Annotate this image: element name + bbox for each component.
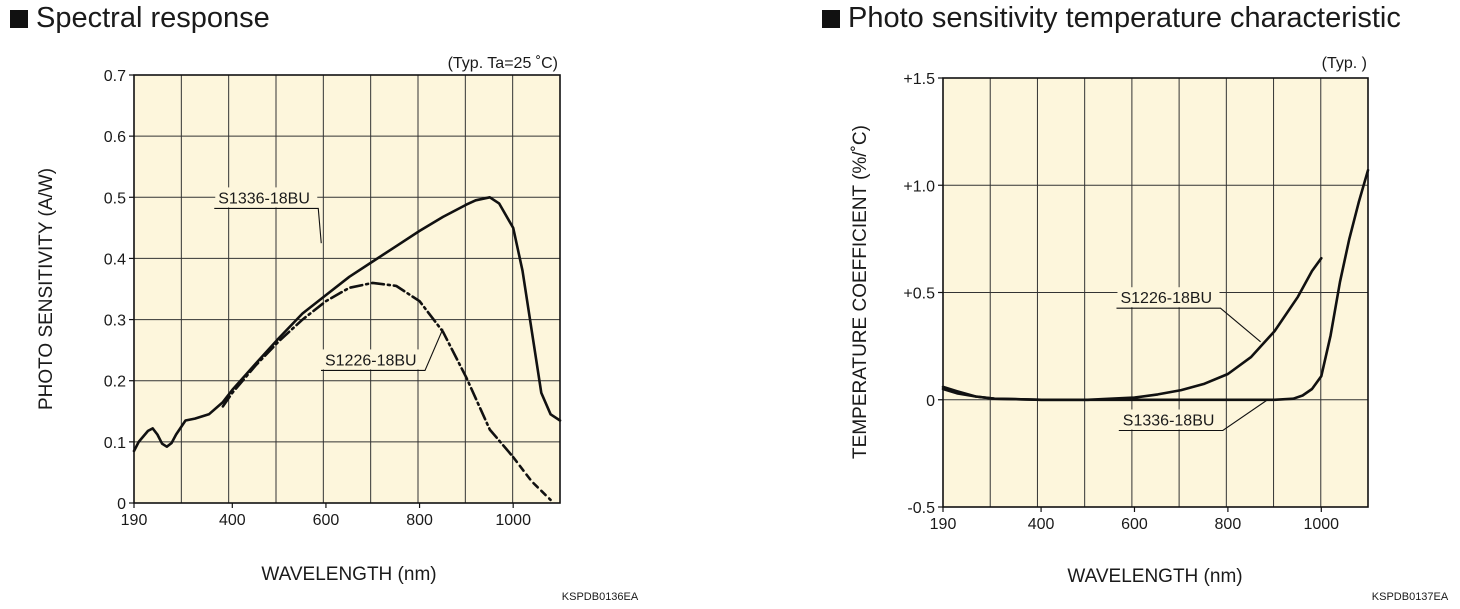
series-leader-line bbox=[1118, 399, 1268, 432]
y-tick-label: 0 bbox=[926, 393, 935, 410]
y-tick-label: -0.5 bbox=[907, 500, 935, 517]
spectral-response-chart: 0 0.1 0.2 0.3 0.4 0.5 0.6 0.7 190 400 600 800 1000 (T… bbox=[36, 55, 639, 603]
series-line bbox=[941, 168, 1370, 402]
y-tick-label: 0.2 bbox=[104, 374, 126, 391]
x-tick-label: 1000 bbox=[495, 512, 531, 529]
series-label-bg bbox=[215, 187, 318, 208]
y-tick-label: 0.5 bbox=[104, 190, 126, 207]
series-label: S1336-18BU bbox=[1123, 412, 1215, 429]
x-axis-label: WAVELENGTH (nm) bbox=[1067, 566, 1242, 587]
y-tick-label: 0 bbox=[117, 496, 126, 513]
series-line bbox=[132, 196, 562, 453]
temperature-characteristic-panel: Photo sensitivity temperature characteri… bbox=[800, 0, 1460, 609]
y-tick-label: 0.1 bbox=[104, 435, 126, 452]
series-line bbox=[511, 455, 552, 502]
chart-title: Spectral response bbox=[36, 2, 270, 34]
y-axis-label: PHOTO SENSITIVITY (A/W) bbox=[36, 168, 57, 410]
x-axis-label: WAVELENGTH (nm) bbox=[261, 564, 436, 585]
series-leader-line bbox=[1116, 307, 1261, 343]
x-tick-label: 600 bbox=[313, 512, 340, 529]
y-tick-label: +1.5 bbox=[903, 71, 935, 88]
y-tick-label: 0.3 bbox=[104, 313, 126, 330]
series-label-bg bbox=[1119, 409, 1222, 430]
plot-frame bbox=[133, 74, 561, 504]
x-tick-label: 190 bbox=[121, 512, 148, 529]
series-label: S1226-18BU bbox=[325, 352, 417, 369]
x-tick-label: 1000 bbox=[1303, 516, 1339, 533]
temperature-characteristic-chart: -0.5 0 +0.5 +1.0 +1.5 190 400 600 800 1000 (Typ. )… bbox=[850, 55, 1449, 603]
series-label: S1336-18BU bbox=[218, 190, 310, 207]
spectral-response-heading: Spectral response bbox=[10, 2, 270, 35]
series-label-bg bbox=[1117, 287, 1220, 308]
square-bullet-icon bbox=[10, 9, 28, 28]
series-label: S1226-18BU bbox=[1120, 290, 1212, 307]
temperature-characteristic-heading: Photo sensitivity temperature characteri… bbox=[822, 2, 1401, 35]
y-tick-label: +1.0 bbox=[903, 178, 935, 195]
series-leader-line bbox=[214, 207, 322, 244]
x-tick-label: 400 bbox=[219, 512, 246, 529]
chart-title: Photo sensitivity temperature characteri… bbox=[848, 2, 1401, 34]
y-tick-label: 0.4 bbox=[104, 251, 126, 268]
series-line bbox=[221, 281, 515, 459]
figure-code: KSPDB0137EA bbox=[1372, 591, 1449, 603]
x-tick-label: 400 bbox=[1028, 516, 1055, 533]
y-tick-label: 0.7 bbox=[104, 68, 126, 85]
series-leader-line bbox=[320, 328, 444, 371]
y-tick-label: 0.6 bbox=[104, 129, 126, 146]
y-tick-label: +0.5 bbox=[903, 286, 935, 303]
figure-code: KSPDB0136EA bbox=[562, 591, 639, 603]
square-bullet-icon bbox=[822, 9, 840, 28]
y-axis-label: TEMPERATURE COEFFICIENT (%/˚C) bbox=[850, 125, 871, 459]
series-label-bg bbox=[321, 349, 424, 370]
x-tick-label: 800 bbox=[406, 512, 433, 529]
chart-note: (Typ. ) bbox=[1322, 55, 1367, 72]
spectral-response-panel: Spectral response 0 0.1 0.2 0.3 0.4 0.5 0.6 0.7… bbox=[10, 2, 639, 603]
x-tick-label: 800 bbox=[1215, 516, 1242, 533]
chart-note: (Typ. Ta=25 ˚C) bbox=[448, 55, 558, 72]
x-tick-label: 190 bbox=[930, 516, 957, 533]
grid bbox=[943, 77, 1368, 508]
x-tick-label: 600 bbox=[1121, 516, 1148, 533]
